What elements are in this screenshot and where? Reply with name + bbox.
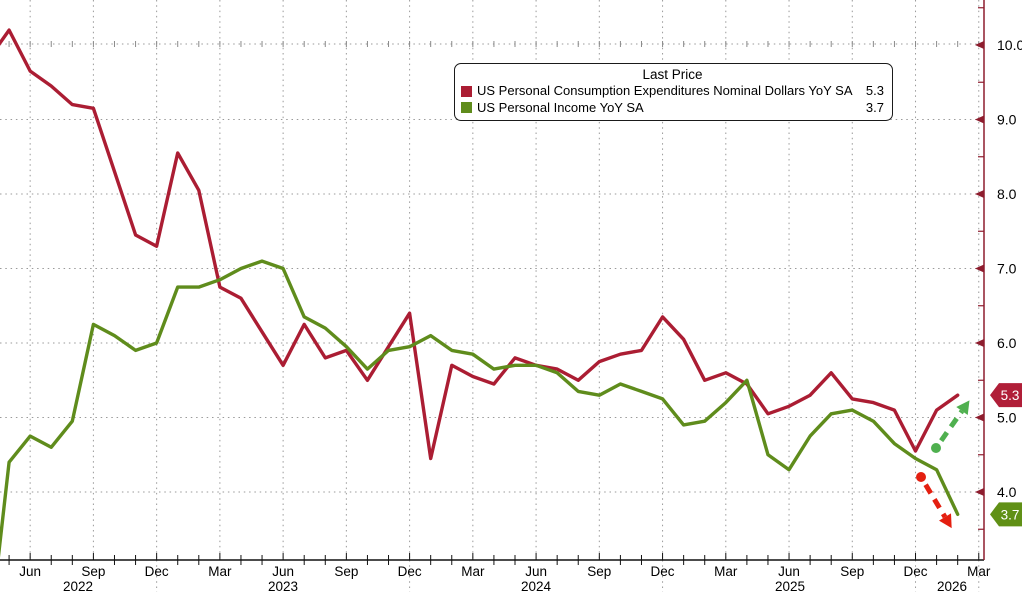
y-axis-tick-arrow-icon	[975, 488, 984, 496]
x-axis-month-label: Sep	[840, 564, 864, 579]
legend-title: Last Price	[642, 67, 703, 82]
x-axis-year-label: 2024	[521, 579, 552, 594]
x-axis-month-label: Jun	[525, 564, 547, 579]
income-series-last-price: 3.7	[865, 99, 884, 115]
x-axis-year-label: 2025	[775, 579, 805, 594]
y-axis-label: 9.0	[997, 112, 1017, 128]
legend-row-income: US Personal Income YoY SA 3.7	[461, 100, 884, 117]
x-axis-month-label: Dec	[904, 564, 928, 579]
pce-series-last-price: 5.3	[865, 83, 884, 98]
green-up-arrow-dot	[931, 443, 941, 453]
y-axis-tick-arrow-icon	[975, 413, 984, 422]
x-axis-year-label: 2026	[937, 579, 967, 594]
x-axis-month-label: Jun	[19, 564, 41, 579]
y-axis-label: 7.0	[997, 261, 1017, 277]
legend-box: Last Price US Personal Consumption Expen…	[454, 63, 893, 121]
x-axis-month-label: Mar	[461, 564, 485, 579]
y-axis-tick-arrow-icon	[975, 339, 984, 347]
x-axis-month-label: Jun	[272, 564, 294, 579]
x-axis-month-label: Mar	[208, 564, 232, 579]
y-axis-label: 5.0	[997, 410, 1017, 426]
x-axis-year-label: 2022	[63, 579, 93, 594]
x-axis-month-label: Sep	[81, 564, 105, 579]
pce-last-price-badge	[990, 383, 1022, 408]
y-axis-tick-arrow-icon	[975, 115, 984, 124]
x-axis-year-label: 2023	[268, 579, 298, 594]
pce-badge-value: 5.3	[1001, 388, 1020, 403]
y-axis-label: 4.0	[997, 484, 1017, 500]
x-axis-month-label: Dec	[145, 564, 169, 579]
y-axis-tick-arrow-icon	[975, 41, 984, 49]
red-down-arrow-dot	[916, 472, 926, 482]
y-axis-label: 8.0	[997, 186, 1017, 202]
x-axis-month-label: Jun	[778, 564, 800, 579]
income-last-price-badge	[990, 502, 1022, 527]
x-axis-month-label: Sep	[334, 564, 358, 579]
y-axis-label: 6.0	[997, 335, 1017, 351]
income-series-label: US Personal Income YoY SA	[477, 99, 644, 115]
x-axis-month-label: Dec	[651, 564, 675, 579]
green-up-arrow-shaft	[939, 409, 965, 443]
red-down-arrow-head	[938, 513, 952, 529]
income-badge-value: 3.7	[1001, 507, 1020, 522]
pce-series-swatch-icon	[461, 85, 472, 97]
y-axis-tick-arrow-icon	[975, 264, 984, 273]
income-line	[0, 259, 960, 558]
x-axis-month-label: Sep	[587, 564, 611, 579]
legend-row-pce: US Personal Consumption Expenditures Nom…	[461, 83, 884, 100]
income-series-swatch-icon	[461, 102, 472, 114]
y-axis-tick-arrow-icon	[975, 190, 984, 198]
pce-line	[0, 28, 960, 461]
x-axis-month-label: Dec	[398, 564, 422, 579]
red-down-arrow-shaft	[923, 483, 948, 519]
x-axis-month-label: Mar	[967, 564, 991, 579]
y-axis-label: 10.0	[997, 37, 1022, 53]
x-axis-month-label: Mar	[714, 564, 738, 579]
green-up-arrow-head	[956, 400, 970, 416]
pce-series-label: US Personal Consumption Expenditures Nom…	[477, 83, 853, 98]
